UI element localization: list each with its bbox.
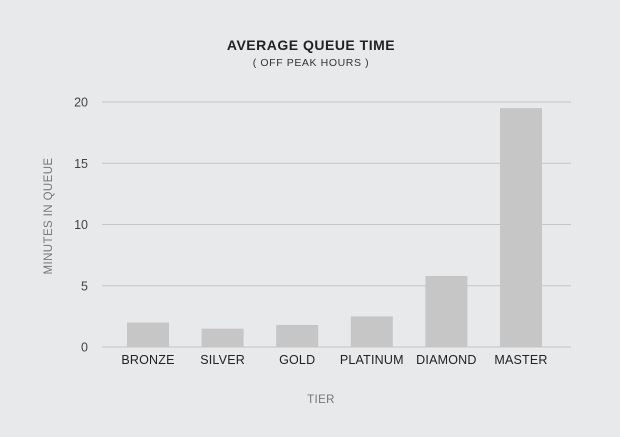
- x-tick-label: BRONZE: [121, 353, 174, 367]
- bars: [127, 108, 542, 347]
- bar-silver: [201, 328, 244, 347]
- y-axis-ticks: 0 5 10 15 20: [74, 96, 88, 355]
- gridlines: [102, 101, 571, 348]
- bar-master: [500, 108, 542, 347]
- bar-gold: [276, 324, 319, 347]
- bar-bronze: [127, 322, 169, 347]
- y-tick-label: 15: [74, 157, 88, 171]
- x-tick-label: SILVER: [200, 353, 245, 367]
- x-tick-label: MASTER: [494, 353, 547, 367]
- chart-subtitle: ( OFF PEAK HOURS ): [253, 57, 369, 69]
- bar-diamond: [425, 275, 468, 347]
- x-axis-ticks: BRONZE SILVER GOLD PLATINUM DIAMOND MASTER: [121, 353, 547, 367]
- y-tick-label: 5: [81, 279, 88, 293]
- y-tick-label: 0: [81, 341, 88, 355]
- x-tick-label: GOLD: [279, 353, 315, 367]
- x-tick-label: PLATINUM: [340, 353, 404, 367]
- y-axis-title: MINUTES IN QUEUE: [43, 158, 55, 275]
- chart-title: AVERAGE QUEUE TIME: [227, 37, 395, 53]
- x-tick-label: DIAMOND: [416, 353, 476, 367]
- bar-platinum: [350, 316, 393, 347]
- y-tick-label: 20: [74, 96, 88, 110]
- y-tick-label: 10: [74, 218, 88, 232]
- x-axis-title: TIER: [307, 394, 335, 406]
